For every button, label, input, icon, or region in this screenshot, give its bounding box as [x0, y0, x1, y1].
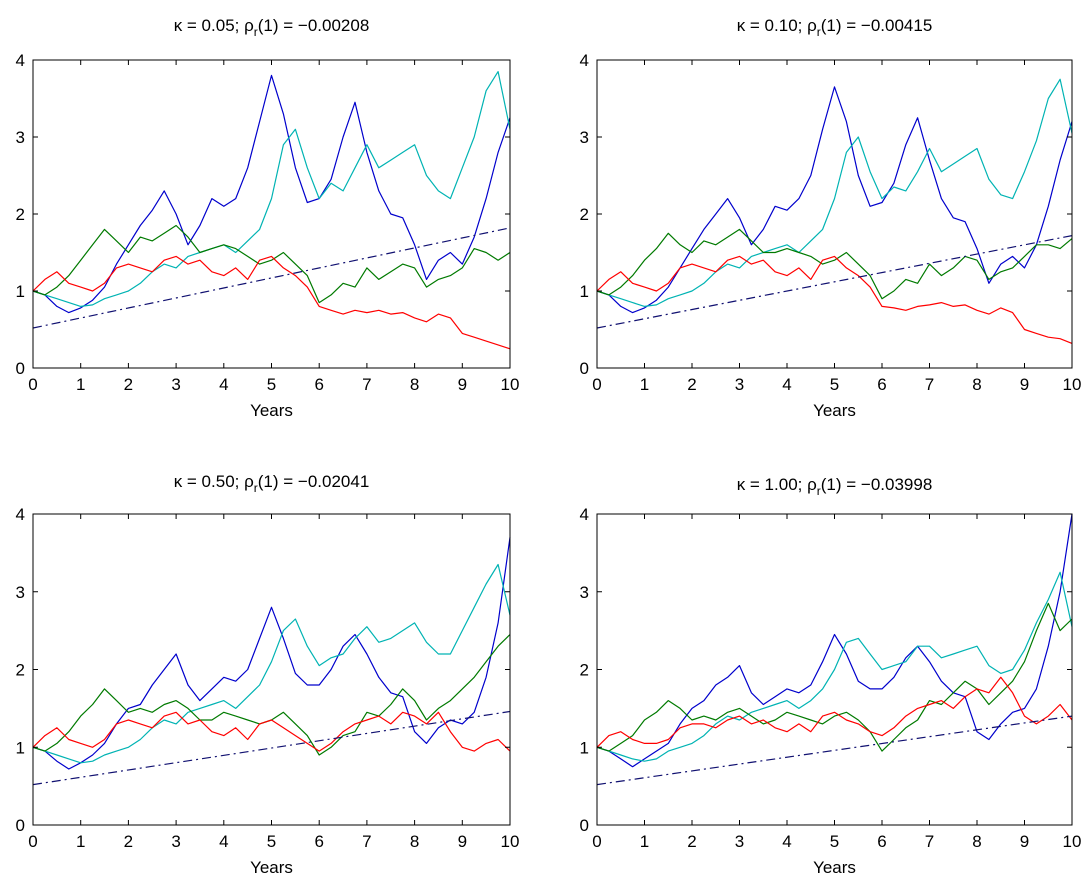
x-tick-label: 1 [76, 832, 85, 851]
y-tick-label: 4 [580, 505, 589, 524]
y-tick-label: 1 [16, 738, 25, 757]
y-tick-label: 3 [580, 128, 589, 147]
axes-box [596, 59, 1073, 369]
subplot-3: 0 1 2 3 4 5 6 7 8 9 10 0 1 2 3 4 Years κ = 0.50; ρr(1) = … [16, 472, 520, 877]
chart-title: κ = 0.50; ρr(1) = −0.02041 [174, 472, 370, 495]
x-tick-label: 4 [782, 832, 791, 851]
x-tick-label: 2 [124, 832, 133, 851]
series-line-1 [596, 513, 1073, 768]
x-tick-label: 0 [592, 832, 601, 851]
y-tick-label: 3 [16, 583, 25, 602]
x-tick-label: 6 [877, 832, 886, 851]
series-line-5 [32, 227, 511, 329]
series-line-3 [32, 634, 511, 756]
y-tick-label: 1 [16, 282, 25, 301]
x-tick-label: 2 [124, 375, 133, 394]
subplot-4: 0 1 2 3 4 5 6 7 8 9 10 0 1 2 3 4 Years κ = 1.00; ρr(1) = … [580, 475, 1082, 877]
x-tick-label: 4 [219, 375, 228, 394]
y-tick-label: 0 [16, 359, 25, 378]
x-tick-label: 5 [830, 832, 839, 851]
x-tick-label: 9 [1020, 832, 1029, 851]
y-tick-label: 3 [580, 583, 589, 602]
x-tick-label: 8 [410, 832, 419, 851]
chart-title: κ = 1.00; ρr(1) = −0.03998 [737, 475, 933, 498]
series-line-2 [32, 70, 511, 307]
x-tick-label: 3 [735, 832, 744, 851]
series-line-4 [32, 711, 511, 752]
x-axis-label: Years [813, 401, 856, 420]
series-line-1 [32, 74, 511, 314]
x-tick-label: 9 [458, 375, 467, 394]
chart-title: κ = 0.10; ρr(1) = −0.00415 [737, 16, 933, 39]
x-tick-label: 6 [877, 375, 886, 394]
x-tick-label: 8 [972, 832, 981, 851]
y-tick-label: 0 [580, 359, 589, 378]
y-tick-label: 1 [580, 282, 589, 301]
x-tick-label: 1 [640, 375, 649, 394]
x-tick-label: 7 [925, 832, 934, 851]
series-line-4 [596, 255, 1073, 344]
y-tick-label: 4 [16, 505, 25, 524]
x-tick-label: 7 [362, 375, 371, 394]
y-tick-label: 0 [580, 816, 589, 835]
x-tick-label: 1 [76, 375, 85, 394]
x-tick-label: 6 [314, 375, 323, 394]
x-tick-label: 0 [28, 375, 37, 394]
series-line-2 [596, 571, 1073, 762]
y-tick-label: 1 [580, 738, 589, 757]
x-tick-label: 5 [830, 375, 839, 394]
x-tick-label: 3 [171, 832, 180, 851]
x-axis-label: Years [250, 401, 293, 420]
x-tick-label: 6 [314, 832, 323, 851]
y-tick-label: 3 [16, 128, 25, 147]
series-line-2 [32, 563, 511, 764]
x-tick-label: 10 [501, 375, 520, 394]
x-tick-label: 7 [925, 375, 934, 394]
series-line-1 [32, 537, 511, 770]
y-tick-label: 2 [580, 661, 589, 680]
axes-box [32, 59, 511, 369]
x-axis-label: Years [250, 858, 293, 877]
series-line-3 [596, 602, 1073, 752]
y-tick-label: 2 [580, 205, 589, 224]
series-line-5 [596, 235, 1073, 329]
x-tick-label: 0 [592, 375, 601, 394]
x-tick-label: 8 [972, 375, 981, 394]
x-tick-label: 10 [1063, 375, 1082, 394]
x-tick-label: 4 [219, 832, 228, 851]
x-tick-label: 2 [687, 375, 696, 394]
x-tick-label: 10 [501, 832, 520, 851]
x-tick-label: 5 [267, 375, 276, 394]
axes-box [32, 513, 511, 826]
series-line-3 [596, 228, 1073, 300]
x-axis-label: Years [813, 858, 856, 877]
chart-title: κ = 0.05; ρr(1) = −0.00208 [174, 16, 370, 39]
x-tick-label: 9 [458, 832, 467, 851]
series-line-4 [596, 676, 1073, 748]
y-tick-label: 2 [16, 205, 25, 224]
series-line-5 [32, 710, 511, 786]
x-tick-label: 1 [640, 832, 649, 851]
x-tick-label: 0 [28, 832, 37, 851]
series-line-2 [596, 78, 1073, 307]
series-line-4 [32, 255, 511, 350]
x-tick-label: 8 [410, 375, 419, 394]
x-tick-label: 5 [267, 832, 276, 851]
y-tick-label: 4 [580, 51, 589, 70]
subplot-2: 0 1 2 3 4 5 6 7 8 9 10 0 1 2 3 4 Years κ = 0.10; ρr(1) = … [580, 16, 1082, 420]
series-line-5 [596, 715, 1073, 786]
x-tick-label: 10 [1063, 832, 1082, 851]
y-tick-label: 4 [16, 51, 25, 70]
x-tick-label: 3 [735, 375, 744, 394]
x-tick-label: 7 [362, 832, 371, 851]
subplot-1: 0 1 2 3 4 5 6 7 8 9 10 0 1 2 3 4 Years κ = 0.05; ρr(1) = … [16, 16, 520, 420]
x-tick-label: 4 [782, 375, 791, 394]
x-tick-label: 3 [171, 375, 180, 394]
x-tick-label: 2 [687, 832, 696, 851]
x-tick-label: 9 [1020, 375, 1029, 394]
series-line-3 [32, 224, 511, 304]
y-tick-label: 2 [16, 661, 25, 680]
y-tick-label: 0 [16, 816, 25, 835]
